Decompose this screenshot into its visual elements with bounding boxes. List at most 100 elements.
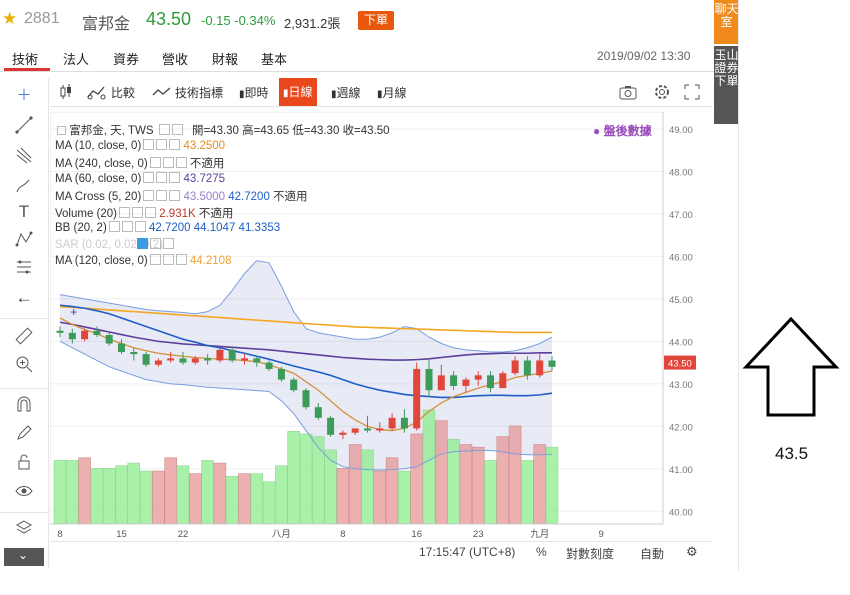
eye-toggle-icon[interactable] <box>108 221 120 232</box>
settings-toggle-icon[interactable] <box>162 254 174 265</box>
volume-bar <box>496 436 510 525</box>
eye-toggle-icon[interactable] <box>137 237 149 249</box>
tab-institutional[interactable]: 法人 <box>63 52 90 67</box>
candle-body <box>474 375 482 380</box>
legend-volume[interactable]: Volume (20) 2.931K 不適用 <box>55 205 390 222</box>
settings-gear-icon[interactable]: ⚙ <box>686 544 698 559</box>
intraday-button[interactable]: ▮即時 <box>239 86 269 100</box>
layers-icon[interactable] <box>14 519 34 539</box>
legend-ma120[interactable]: MA (120, close, 0) 44.2108 <box>55 254 390 271</box>
close-icon[interactable] <box>163 237 175 249</box>
candle-body <box>351 428 359 433</box>
volume-bar <box>484 460 497 525</box>
tab-revenue[interactable]: 營收 <box>162 52 189 67</box>
tab-basic[interactable]: 基本 <box>261 52 288 67</box>
eye-toggle-icon[interactable] <box>149 254 161 265</box>
eye-icon[interactable] <box>14 482 34 502</box>
close-icon[interactable] <box>134 221 146 232</box>
lock-icon[interactable] <box>14 453 34 473</box>
fork-icon[interactable] <box>14 146 34 166</box>
settings-toggle-icon[interactable] <box>156 171 168 183</box>
settings-toggle-icon[interactable] <box>156 190 168 201</box>
percent-toggle[interactable]: % <box>536 545 547 559</box>
chat-room-button[interactable]: 聊天室 <box>714 0 739 44</box>
candle-body <box>339 432 347 435</box>
eye-toggle-icon[interactable] <box>119 206 131 218</box>
indicators-button[interactable]: 技術指標 <box>175 86 224 100</box>
volume-bar <box>78 457 91 525</box>
legend-title: 富邦金, 天, TWS <box>69 125 154 137</box>
x-tick-label: 16 <box>411 529 422 540</box>
tab-technical[interactable]: 技術 <box>12 52 39 67</box>
fullscreen-icon[interactable] <box>684 83 700 103</box>
collapse-icon[interactable] <box>57 126 66 135</box>
settings-toggle-icon[interactable] <box>162 157 174 168</box>
text-tool-icon[interactable]: T <box>18 202 30 221</box>
legend-bb[interactable]: BB (20, 2) 42.7200 44.1047 41.3353 <box>55 221 390 238</box>
close-icon[interactable] <box>169 190 181 201</box>
settings-toggle-icon[interactable] <box>132 206 144 218</box>
settings-toggle-icon[interactable] <box>171 124 183 135</box>
y-tick-label: 48.00 <box>669 167 693 178</box>
fib-icon[interactable] <box>14 258 34 278</box>
monthly-button[interactable]: ▮月線 <box>377 86 407 100</box>
candle-type-icon[interactable] <box>58 83 74 103</box>
y-tick-label: 46.00 <box>669 252 693 263</box>
volume-bar <box>225 476 239 525</box>
eye-toggle-icon[interactable] <box>143 171 155 183</box>
magnet-icon[interactable] <box>14 395 34 415</box>
brush-icon[interactable] <box>14 176 34 196</box>
close-icon[interactable] <box>169 171 181 183</box>
legend-sar[interactable]: SAR (0.02, 0.02, 0.2) <box>55 237 390 255</box>
eye-toggle-icon[interactable] <box>149 157 161 168</box>
legend-ma10[interactable]: MA (10, close, 0) 43.2500 <box>55 138 390 156</box>
camera-icon[interactable] <box>619 83 637 103</box>
candle-body <box>68 332 76 340</box>
eye-toggle-icon[interactable] <box>143 190 155 201</box>
gear-icon[interactable] <box>653 83 671 103</box>
eye-toggle-icon[interactable] <box>158 124 170 135</box>
price-chart[interactable]: + 49.00 48.00 47.00 46.00 45.00 44.00 43.00 42.… <box>50 112 713 540</box>
weekly-button[interactable]: ▮週線 <box>331 86 361 100</box>
auto-scale-toggle[interactable]: 自動 <box>640 547 665 561</box>
back-arrow-icon[interactable]: ← <box>15 288 33 307</box>
settings-toggle-icon[interactable] <box>150 237 162 249</box>
macross-value-3: 不適用 <box>273 191 308 203</box>
tab-margin[interactable]: 資券 <box>113 52 140 67</box>
ma120-line <box>59 305 552 334</box>
ruler-icon[interactable] <box>14 327 34 347</box>
candle-body <box>204 358 212 361</box>
legend-ma240[interactable]: MA (240, close, 0) 不適用 <box>55 155 390 172</box>
log-scale-toggle[interactable]: 對數刻度 <box>566 547 615 561</box>
pattern-icon[interactable] <box>14 230 34 250</box>
broker-order-button[interactable]: 玉山證券下單 <box>714 46 739 124</box>
volume-bar <box>312 436 325 525</box>
after-hours-text: 盤後數據 <box>603 124 652 138</box>
legend-ma60[interactable]: MA (60, close, 0) 43.7275 <box>55 171 390 189</box>
order-button[interactable]: 下單 <box>358 11 394 30</box>
settings-toggle-icon[interactable] <box>121 221 133 232</box>
close-icon[interactable] <box>175 254 187 265</box>
close-icon[interactable] <box>145 206 157 218</box>
settings-toggle-icon[interactable] <box>156 138 168 150</box>
compare-button[interactable]: 比較 <box>111 86 136 100</box>
tab-financials[interactable]: 財報 <box>212 52 239 67</box>
crosshair-icon[interactable]: ＋ <box>16 87 32 104</box>
eye-toggle-icon[interactable] <box>143 138 155 150</box>
close-icon[interactable] <box>169 138 181 150</box>
legend-macross[interactable]: MA Cross (5, 20) 43.5000 42.7200 不適用 <box>55 188 390 205</box>
bb-upper-line <box>59 260 553 353</box>
close-icon[interactable] <box>175 157 187 168</box>
indicator-icon[interactable] <box>152 83 172 103</box>
daily-label: 日線 <box>288 85 313 99</box>
zoom-in-icon[interactable] <box>14 355 34 375</box>
trendline-icon[interactable] <box>14 116 34 136</box>
volume-bar <box>262 481 276 525</box>
collapse-toolbar-button[interactable]: ⌄ <box>4 548 44 566</box>
candle-body <box>413 368 421 429</box>
volume-bars <box>53 409 559 525</box>
star-icon[interactable]: ★ <box>2 9 18 28</box>
compare-icon[interactable] <box>86 83 108 103</box>
daily-button[interactable]: ▮日線 <box>279 78 317 106</box>
pencil-lock-icon[interactable] <box>14 424 34 444</box>
